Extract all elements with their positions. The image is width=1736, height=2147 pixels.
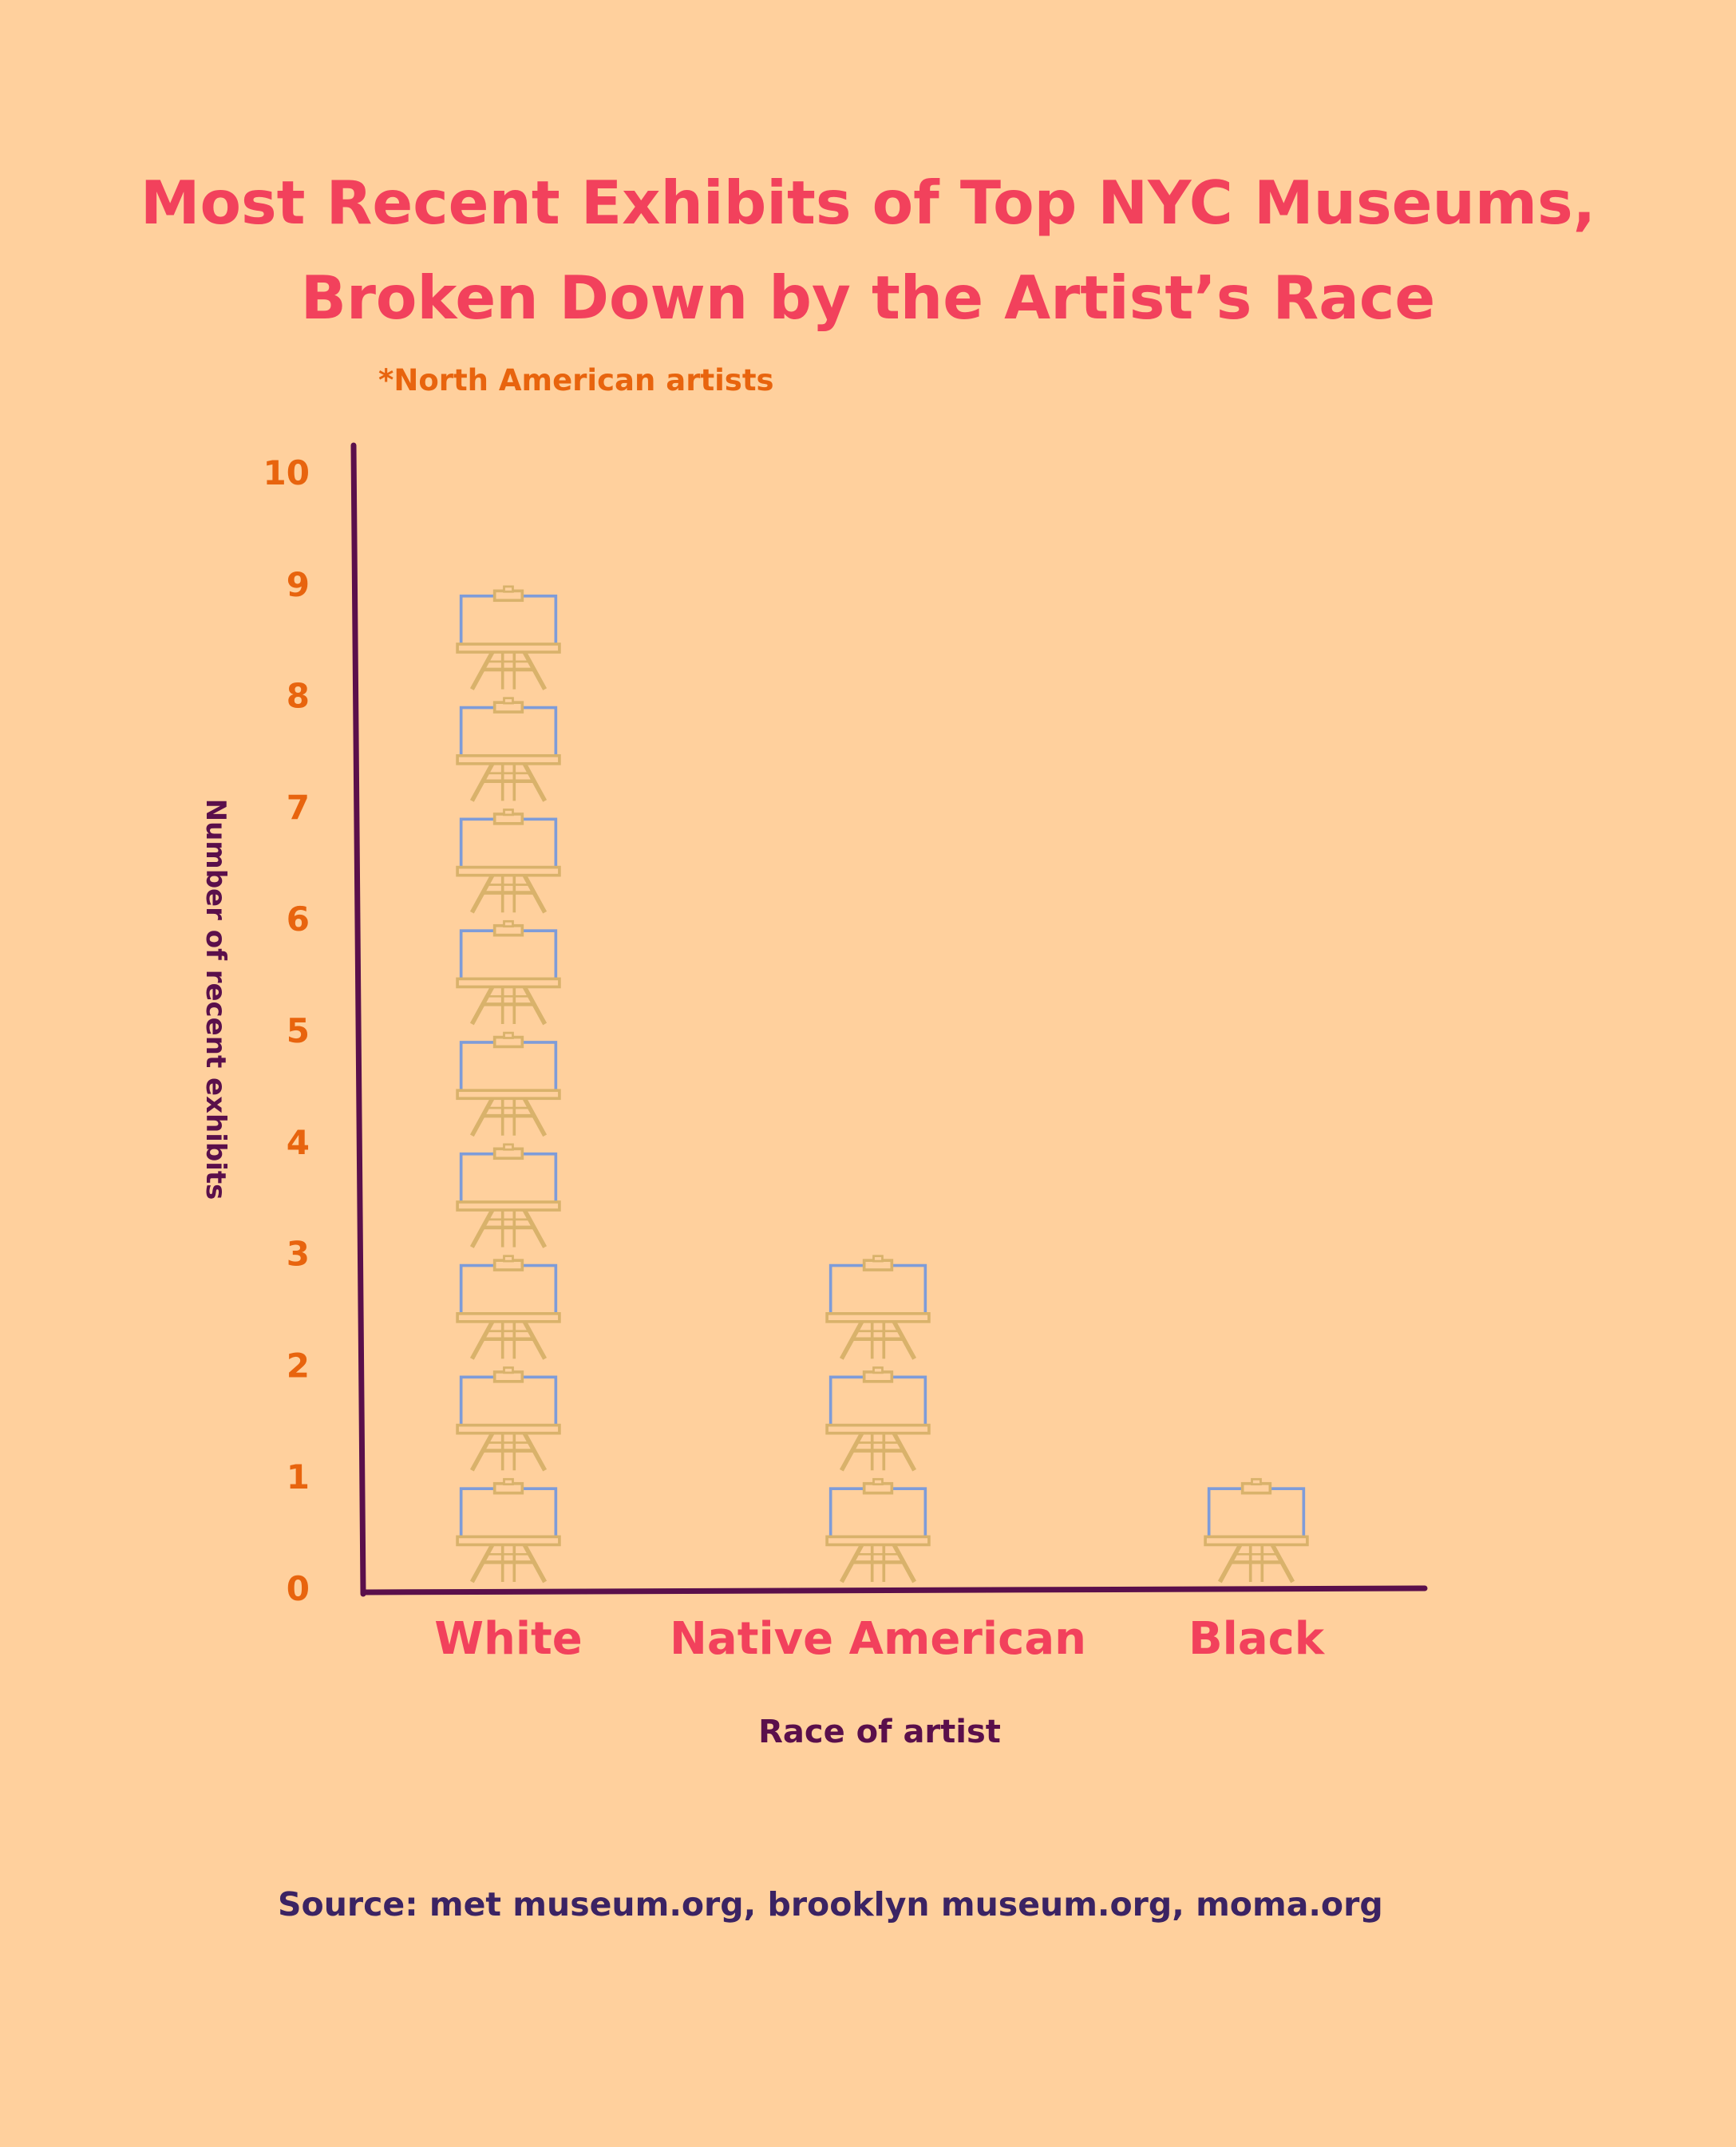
easel-icon [456, 919, 561, 1026]
chart-title-line-1: Most Recent Exhibits of Top NYC Museums, [140, 168, 1596, 238]
easel-icon [825, 1477, 931, 1584]
easel-icon [456, 1477, 561, 1584]
easel-icon [456, 1031, 561, 1137]
y-tick-label: 3 [287, 1235, 310, 1274]
easel-icon [456, 585, 561, 690]
bar-native-american [825, 1255, 931, 1584]
x-axis-line [360, 1585, 1428, 1595]
x-axis-title: Race of artist [758, 1714, 1001, 1750]
x-category-label: Black [1188, 1613, 1326, 1665]
easel-icon [825, 1255, 931, 1360]
y-tick-label: 5 [287, 1011, 310, 1050]
x-category-label: Native American [670, 1613, 1086, 1665]
chart-subtitle: *North American artists [378, 363, 774, 397]
chart-title-line-2: Broken Down by the Artist’s Race [300, 263, 1436, 333]
y-tick-label: 1 [287, 1457, 310, 1497]
y-tick-label: 9 [287, 565, 310, 604]
bar-black [1204, 1477, 1309, 1584]
x-category-label: White [434, 1613, 583, 1665]
y-tick-label: 8 [287, 677, 310, 716]
easel-icon [456, 1143, 561, 1248]
y-tick-label: 2 [287, 1346, 310, 1385]
y-tick-label: 0 [287, 1569, 310, 1608]
bar-white [456, 585, 561, 1584]
easel-icon [456, 809, 561, 914]
y-axis-line [350, 442, 366, 1597]
easel-icon [1204, 1477, 1309, 1584]
y-tick-label: 10 [263, 453, 310, 492]
source-note: Source: met museum.org, brooklyn museum.… [278, 1885, 1383, 1924]
y-tick-label: 7 [287, 788, 310, 827]
y-tick-label: 6 [287, 900, 310, 939]
easel-icon [456, 697, 561, 802]
easel-icon [825, 1366, 931, 1472]
easel-icon [456, 1366, 561, 1472]
y-axis-title: Number of recent exhibits [200, 798, 231, 1200]
y-tick-label: 4 [287, 1123, 310, 1162]
easel-icon [456, 1255, 561, 1360]
